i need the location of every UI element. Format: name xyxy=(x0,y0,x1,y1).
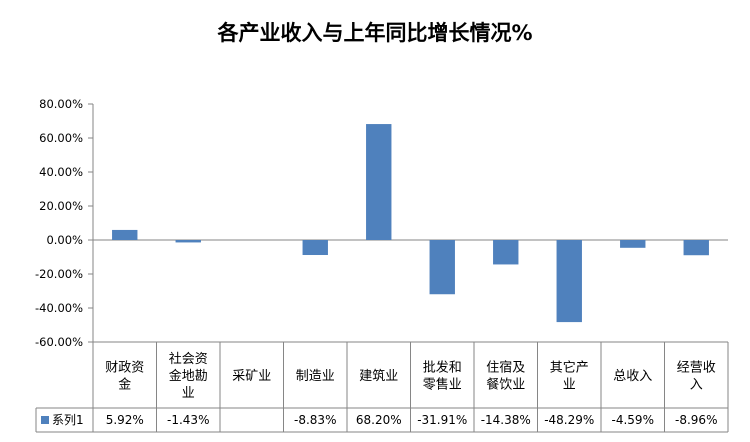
x-category-label: 金地勘 xyxy=(169,368,208,384)
bar xyxy=(175,240,201,243)
bar xyxy=(302,240,328,256)
plot-area: 80.00% 60.00% 40.00% 20.00% 0.00% -20.00% -40.… xyxy=(35,97,729,433)
x-category-label: 批发和 xyxy=(423,360,462,376)
data-table-value: -4.59% xyxy=(612,413,654,427)
chart-title: 各产业收入与上年同比增长情况% xyxy=(216,21,532,45)
x-category-label: 零售业 xyxy=(423,377,462,393)
data-table-value: -48.29% xyxy=(544,413,594,427)
y-tick-label: 80.00% xyxy=(39,97,83,111)
bar xyxy=(366,124,392,240)
x-category-label: 社会资 xyxy=(169,351,208,367)
bar xyxy=(493,240,519,265)
x-category-label: 财政资 xyxy=(105,361,144,376)
data-table-value: 5.92% xyxy=(106,413,144,427)
y-tick-label: 60.00% xyxy=(39,131,83,145)
x-category-label: 业 xyxy=(182,386,195,401)
data-table-value: -14.38% xyxy=(481,413,531,427)
x-category-label: 金 xyxy=(118,377,131,393)
y-tick-label: 20.00% xyxy=(39,199,83,213)
data-table-value: -8.96% xyxy=(675,413,717,427)
data-table-value: 68.20% xyxy=(356,413,402,427)
x-category-label: 业 xyxy=(563,378,576,393)
y-tick-label: 0.00% xyxy=(46,233,83,247)
bar xyxy=(112,229,138,240)
bar xyxy=(683,240,709,256)
x-category-label: 餐饮业 xyxy=(486,377,525,393)
bar xyxy=(620,240,646,248)
y-tick-label: 40.00% xyxy=(39,165,83,179)
x-category-label: 经营收 xyxy=(677,361,716,376)
y-tick-label: -40.00% xyxy=(35,301,83,315)
data-table-value: -8.83% xyxy=(294,413,336,427)
bar xyxy=(429,240,455,295)
series-name: 系列1 xyxy=(52,413,84,427)
x-category-label: 建筑业 xyxy=(359,368,398,384)
bar xyxy=(556,240,582,323)
x-category-label: 采矿业 xyxy=(232,369,271,384)
x-category-label: 制造业 xyxy=(296,369,335,384)
data-table-value: -1.43% xyxy=(167,413,209,427)
y-tick-label: -60.00% xyxy=(35,335,83,349)
x-category-label: 住宿及 xyxy=(486,360,525,376)
data-table-value: -31.91% xyxy=(417,413,467,427)
x-category-label: 总收入 xyxy=(613,369,652,384)
x-category-label: 入 xyxy=(690,378,703,393)
y-tick-label: -20.00% xyxy=(35,267,83,281)
legend-swatch xyxy=(41,416,49,424)
x-category-label: 其它产 xyxy=(550,360,589,376)
